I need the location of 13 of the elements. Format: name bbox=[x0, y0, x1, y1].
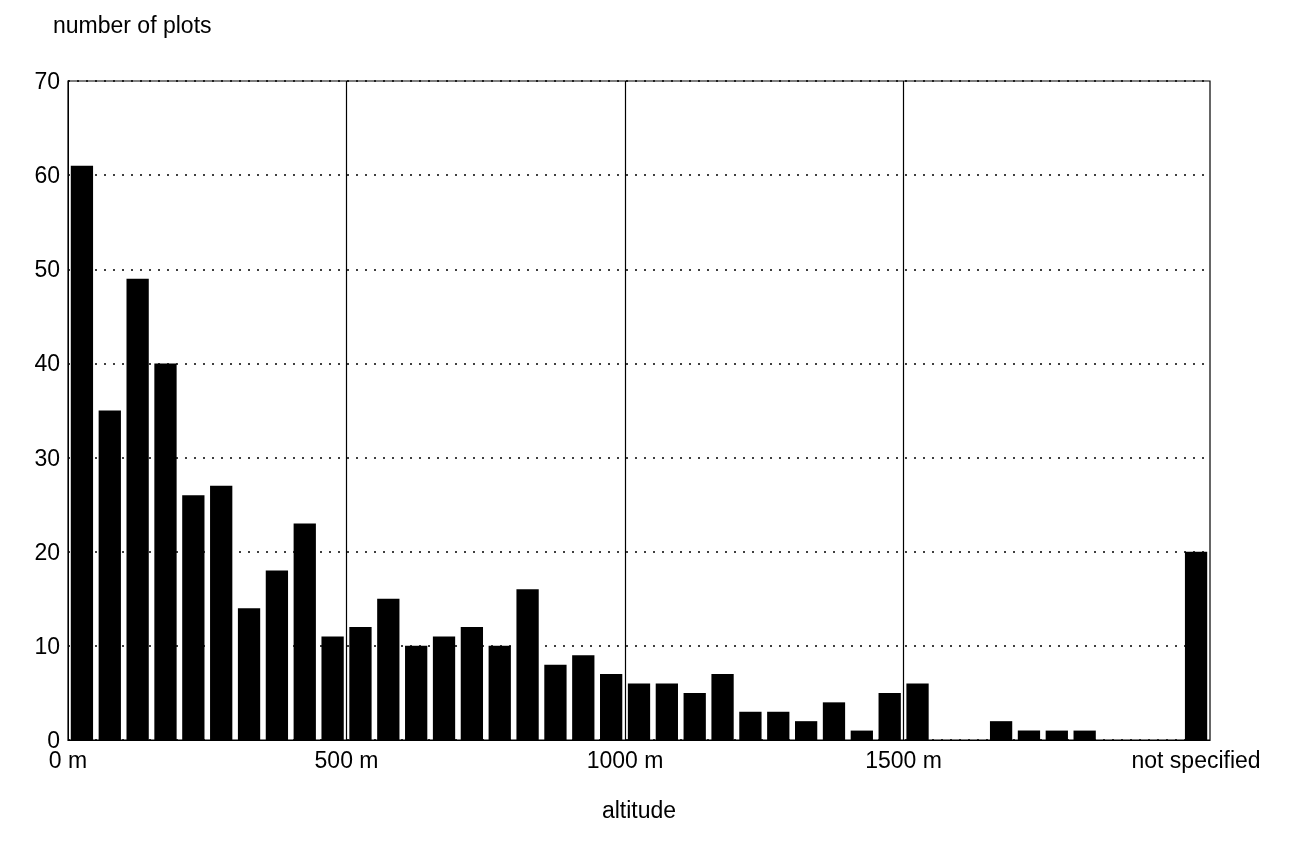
chart-title: number of plots bbox=[53, 11, 212, 38]
y-tick-label: 30 bbox=[34, 444, 60, 471]
y-tick-label: 60 bbox=[34, 162, 60, 189]
y-tick-label: 20 bbox=[34, 538, 60, 565]
y-tick-label: 70 bbox=[34, 68, 60, 94]
y-tick-label: 50 bbox=[34, 256, 60, 283]
x-axis-title: altitude bbox=[601, 796, 677, 823]
x-tick-label: 500 m bbox=[314, 746, 379, 773]
x-tick-label: not specified bbox=[1131, 746, 1261, 773]
x-tick-label: 1500 m bbox=[865, 746, 942, 773]
y-tick-label: 40 bbox=[34, 350, 60, 377]
x-tick-label: 1000 m bbox=[586, 746, 664, 773]
y-tick-label: 10 bbox=[34, 632, 60, 659]
